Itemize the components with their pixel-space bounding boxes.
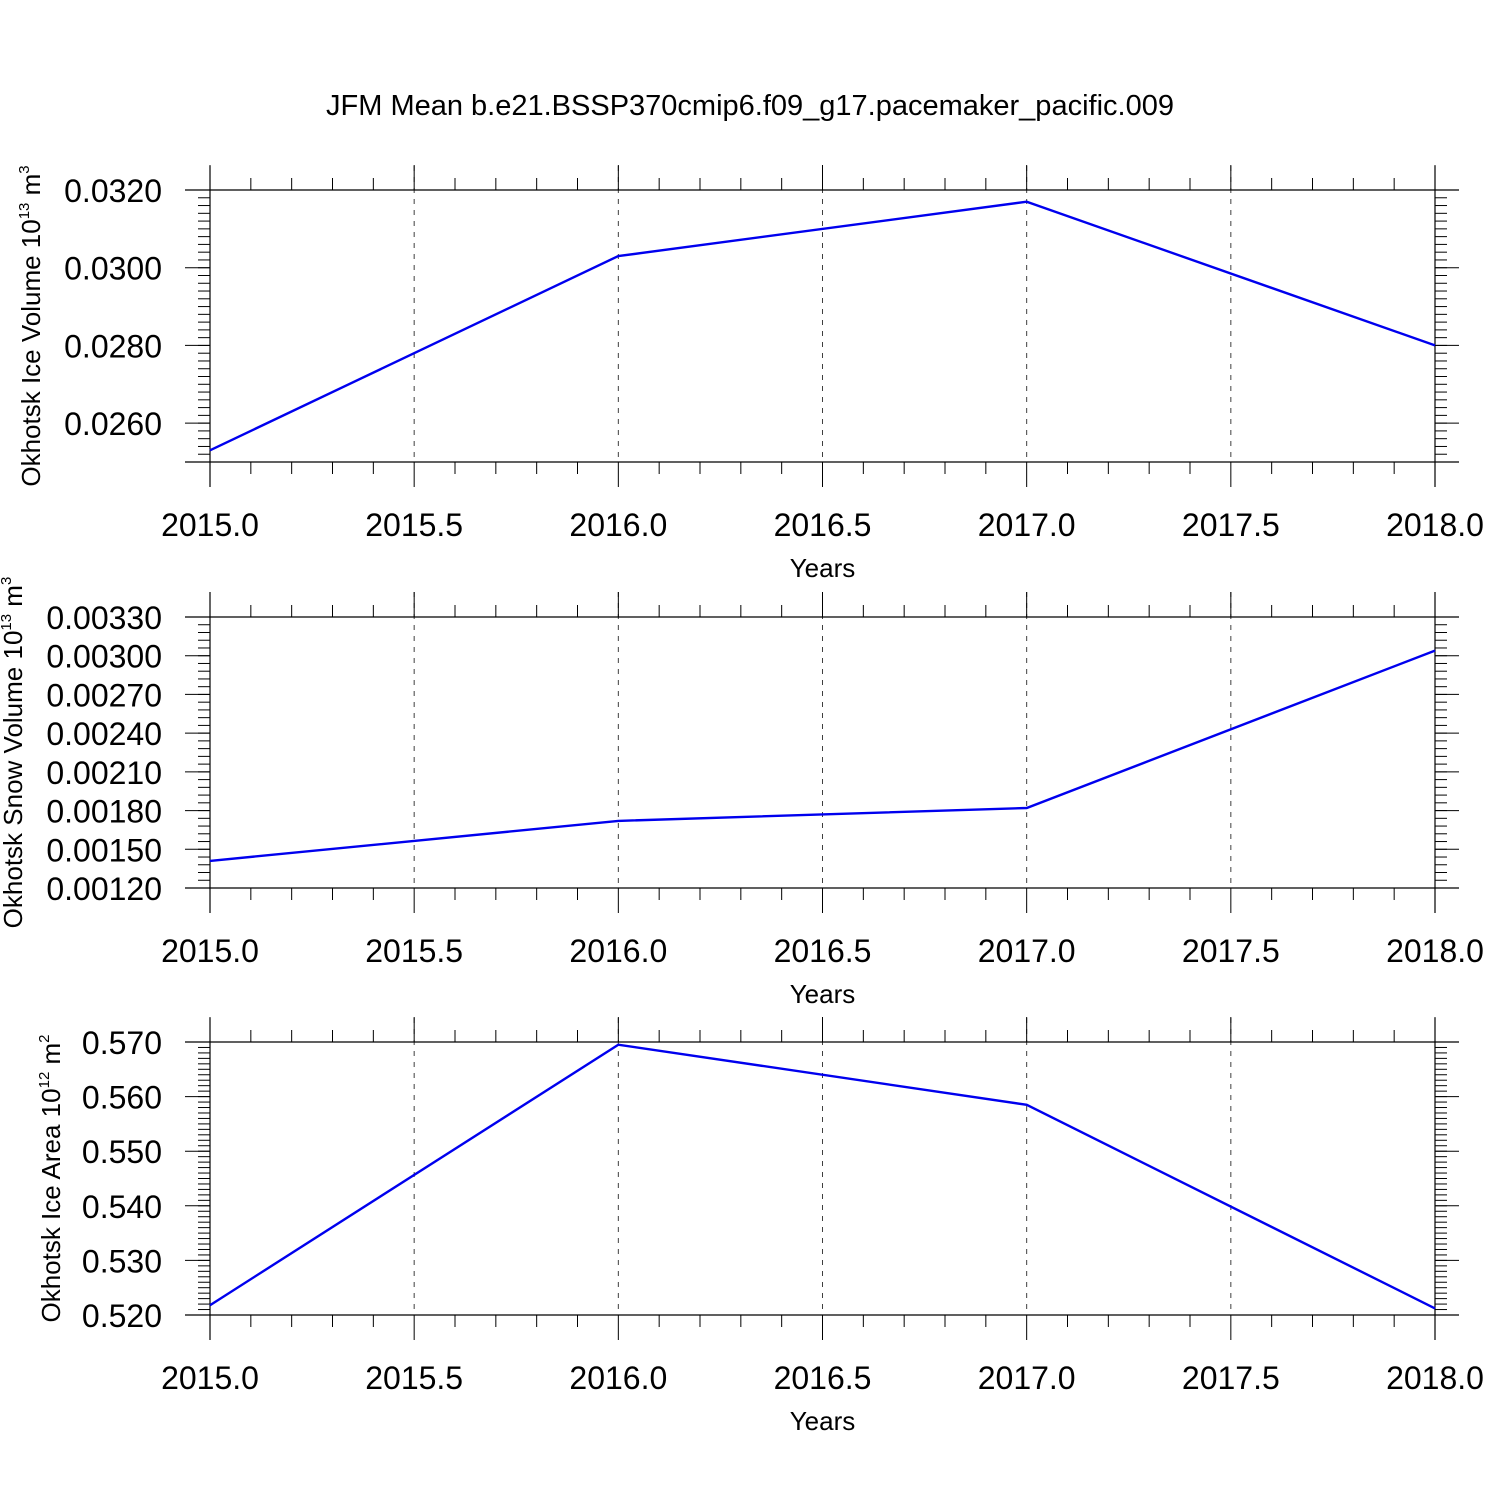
x-tick-label: 2015.5 [365, 1360, 463, 1396]
y-tick-label: 0.520 [82, 1298, 162, 1334]
x-tick-label: 2018.0 [1386, 1360, 1484, 1396]
y-label-unit-exponent: 3 [0, 577, 15, 585]
x-axis-label: Years [790, 979, 856, 1009]
series-line-1 [209, 200, 1436, 452]
y-axis-label: Okhotsk Snow Volume 1013 m3 [0, 577, 28, 929]
y-label-exponent: 13 [0, 614, 15, 631]
x-tick-label: 2015.5 [365, 933, 463, 969]
x-tick-label: 2017.5 [1182, 507, 1280, 543]
y-tick-label: 0.00240 [46, 716, 162, 752]
x-tick-label: 2015.5 [365, 507, 463, 543]
y-axis-label: Okhotsk Ice Volume 1013 m3 [16, 165, 46, 486]
y-label-unit-exponent: 2 [36, 1034, 53, 1042]
x-tick-label: 2016.0 [569, 507, 667, 543]
series-line-1 [209, 1043, 1436, 1310]
x-tick-label: 2016.0 [569, 1360, 667, 1396]
y-tick-label: 0.00180 [46, 794, 162, 830]
y-tick-label: 0.0300 [64, 251, 162, 287]
y-label-unit: m [36, 1043, 66, 1072]
y-label-main: Okhotsk Ice Area 10 [36, 1088, 66, 1322]
x-axis-label: Years [790, 553, 856, 583]
x-tick-label: 2018.0 [1386, 507, 1484, 543]
x-tick-label: 2017.0 [978, 1360, 1076, 1396]
x-tick-label: 2017.0 [978, 507, 1076, 543]
x-tick-label: 2017.0 [978, 933, 1076, 969]
x-tick-label: 2017.5 [1182, 933, 1280, 969]
y-tick-label: 0.0320 [64, 173, 162, 209]
y-label-exponent: 13 [16, 203, 33, 220]
x-tick-label: 2017.5 [1182, 1360, 1280, 1396]
y-tick-label: 0.560 [82, 1080, 162, 1116]
chart-panel-2: 2015.0 2015.5 2016.0 2016.5 2017.0 2017.5 2018… [0, 577, 1484, 1009]
y-tick-label: 0.00300 [46, 639, 162, 675]
chart-panel-1: 2015.0 2015.5 2016.0 2016.5 2017.0 2017.5 2018… [16, 165, 1484, 583]
x-tick-label: 2015.0 [161, 1360, 259, 1396]
figure-title: JFM Mean b.e21.BSSP370cmip6.f09_g17.pace… [326, 90, 1174, 122]
y-tick-label: 0.00270 [46, 677, 162, 713]
y-tick-label: 0.550 [82, 1134, 162, 1170]
x-tick-label: 2016.5 [774, 1360, 872, 1396]
y-tick-label: 0.0280 [64, 328, 162, 364]
x-axis-label: Years [790, 1406, 856, 1436]
y-tick-label: 0.530 [82, 1243, 162, 1279]
x-tick-label: 2016.0 [569, 933, 667, 969]
y-label-exponent: 12 [36, 1072, 53, 1089]
y-axis-label: Okhotsk Ice Area 1012 m2 [36, 1034, 66, 1322]
y-label-unit: m [0, 585, 28, 614]
y-tick-label: 0.00120 [46, 871, 162, 907]
x-tick-label: 2018.0 [1386, 933, 1484, 969]
chart-panel-3: 2015.0 2015.5 2016.0 2016.5 2017.0 2017.5 2018… [36, 1017, 1484, 1436]
x-tick-label: 2015.0 [161, 507, 259, 543]
y-tick-label: 0.0260 [64, 406, 162, 442]
series-line-1 [209, 649, 1436, 863]
x-tick-label: 2016.5 [774, 933, 872, 969]
y-tick-label: 0.00150 [46, 832, 162, 868]
y-tick-label: 0.00330 [46, 600, 162, 636]
y-tick-label: 0.540 [82, 1189, 162, 1225]
x-tick-label: 2015.0 [161, 933, 259, 969]
y-tick-label: 0.570 [82, 1025, 162, 1061]
y-label-main: Okhotsk Snow Volume 10 [0, 631, 28, 929]
y-label-main: Okhotsk Ice Volume 10 [16, 219, 46, 486]
y-label-unit-exponent: 3 [16, 165, 33, 173]
y-tick-label: 0.00210 [46, 755, 162, 791]
y-label-unit: m [16, 174, 46, 203]
x-tick-label: 2016.5 [774, 507, 872, 543]
